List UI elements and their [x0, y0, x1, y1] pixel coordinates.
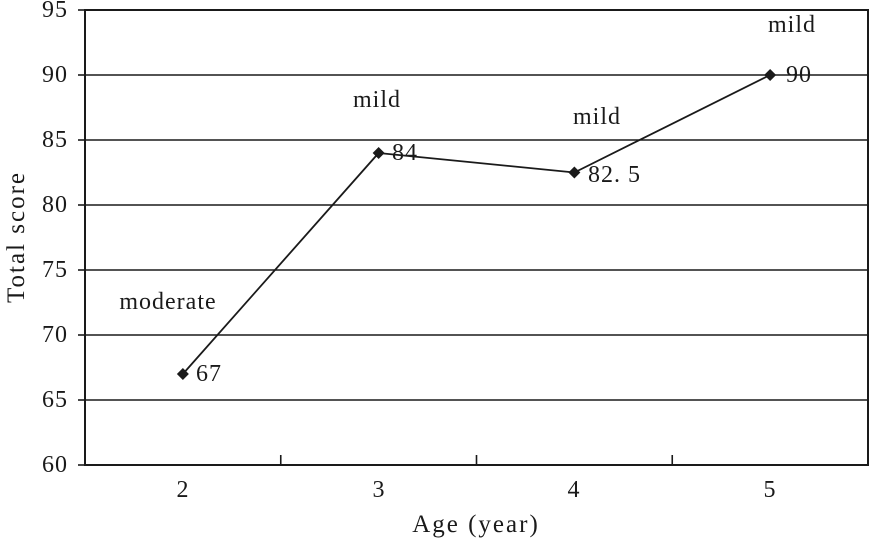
data-marker-diamond-5 [764, 69, 777, 81]
y-tick-label-70: 70 [42, 322, 68, 348]
y-axis-title: Total score [3, 170, 30, 304]
severity-annotation-moderate: moderate [119, 289, 217, 315]
plot-border [84, 9, 869, 466]
severity-annotation-mild-age3: mild [352, 87, 402, 113]
x-tick-label-5: 5 [763, 477, 777, 503]
data-marker-diamond-4 [568, 166, 581, 179]
y-tick-label-85: 85 [42, 127, 68, 153]
y-tick-label-75: 75 [42, 257, 68, 283]
y-tick-label-95: 95 [42, 0, 68, 23]
data-marker-diamond-2 [176, 368, 189, 380]
point-value-label-82-5: 82. 5 [588, 162, 641, 188]
data-marker-diamond-3 [372, 147, 385, 159]
series-line-total-score [182, 74, 771, 375]
point-value-label-84: 84 [392, 140, 418, 166]
point-value-label-67: 67 [196, 361, 222, 387]
y-tick-label-80: 80 [42, 192, 68, 218]
x-tick-label-4: 4 [567, 477, 581, 503]
point-value-label-90: 90 [786, 62, 812, 88]
y-tick-label-65: 65 [42, 387, 68, 413]
y-tick-label-90: 90 [42, 62, 68, 88]
x-tick-label-3: 3 [372, 477, 386, 503]
y-tick-label-60: 60 [42, 452, 68, 478]
severity-annotation-mild-age4: mild [572, 104, 622, 130]
severity-annotation-mild-age5: mild [767, 12, 817, 38]
x-axis-title: Age (year) [412, 511, 540, 538]
x-tick-label-2: 2 [176, 477, 190, 503]
